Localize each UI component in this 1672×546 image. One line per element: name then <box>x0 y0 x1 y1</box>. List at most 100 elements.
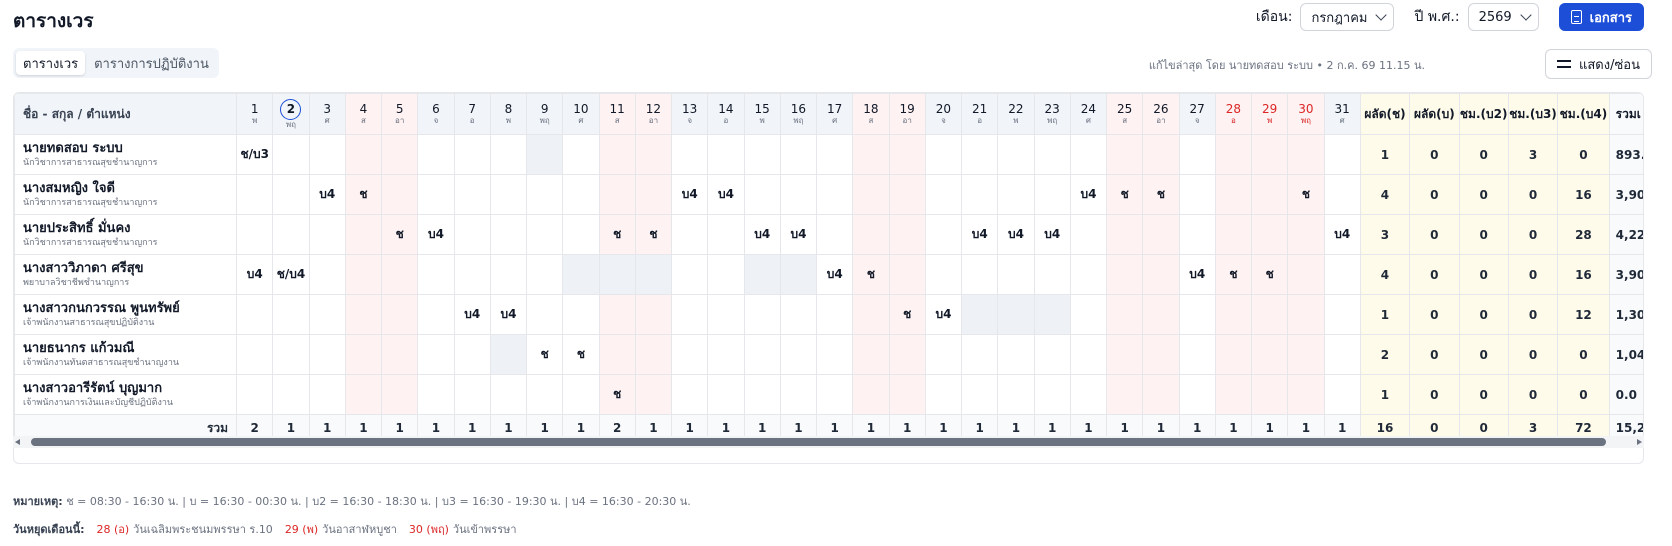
shift-cell[interactable] <box>1069 374 1108 415</box>
shift-cell[interactable] <box>743 174 781 215</box>
shift-cell[interactable] <box>417 174 455 215</box>
shift-cell[interactable] <box>489 254 528 295</box>
shift-cell[interactable] <box>417 374 455 415</box>
shift-cell[interactable] <box>381 374 419 415</box>
shift-cell[interactable]: บ4 <box>743 214 781 255</box>
shift-cell[interactable] <box>1287 334 1325 375</box>
shift-cell[interactable] <box>816 174 854 215</box>
shift-cell[interactable] <box>671 254 709 295</box>
shift-cell[interactable] <box>779 134 818 175</box>
shift-cell[interactable] <box>1214 174 1253 215</box>
shift-cell[interactable] <box>308 374 346 415</box>
shift-cell[interactable] <box>344 334 383 375</box>
shift-cell[interactable] <box>236 174 274 215</box>
shift-cell[interactable] <box>816 134 854 175</box>
shift-cell[interactable]: ช <box>562 334 600 375</box>
shift-cell[interactable] <box>417 134 455 175</box>
shift-cell[interactable] <box>1251 174 1289 215</box>
shift-cell[interactable] <box>1251 374 1289 415</box>
shift-cell[interactable] <box>344 254 383 295</box>
shift-cell[interactable] <box>1287 214 1325 255</box>
shift-cell[interactable] <box>997 334 1035 375</box>
shift-cell[interactable] <box>852 214 890 255</box>
shift-cell[interactable] <box>1033 334 1071 375</box>
shift-cell[interactable] <box>852 174 890 215</box>
shift-cell[interactable] <box>671 214 709 255</box>
shift-cell[interactable] <box>1251 134 1289 175</box>
shift-cell[interactable] <box>453 334 491 375</box>
shift-cell[interactable] <box>272 294 310 335</box>
shift-cell[interactable] <box>1287 254 1325 295</box>
shift-cell[interactable]: บ4 <box>1178 254 1216 295</box>
shift-cell[interactable] <box>344 134 383 175</box>
shift-cell[interactable] <box>707 254 745 295</box>
shift-cell[interactable] <box>1069 294 1108 335</box>
shift-cell[interactable] <box>1033 374 1071 415</box>
shift-cell[interactable] <box>888 374 926 415</box>
shift-cell[interactable] <box>598 254 636 295</box>
shift-cell[interactable] <box>1214 134 1253 175</box>
shift-cell[interactable]: บ4 <box>453 294 491 335</box>
shift-cell[interactable] <box>1214 374 1253 415</box>
shift-cell[interactable]: บ4 <box>961 214 999 255</box>
shift-cell[interactable] <box>1142 254 1180 295</box>
shift-cell[interactable] <box>598 174 636 215</box>
shift-cell[interactable] <box>1178 174 1216 215</box>
shift-cell[interactable] <box>779 174 818 215</box>
shift-cell[interactable]: ช <box>344 174 383 215</box>
shift-cell[interactable] <box>924 174 963 215</box>
shift-cell[interactable] <box>1142 334 1180 375</box>
shift-cell[interactable] <box>381 134 419 175</box>
shift-cell[interactable] <box>924 254 963 295</box>
document-button[interactable]: เอกสาร <box>1558 3 1644 31</box>
shift-cell[interactable] <box>1142 134 1180 175</box>
shift-cell[interactable] <box>453 254 491 295</box>
shift-cell[interactable] <box>308 254 346 295</box>
shift-cell[interactable] <box>1178 134 1216 175</box>
shift-cell[interactable] <box>417 254 455 295</box>
shift-cell[interactable] <box>816 294 854 335</box>
shift-cell[interactable] <box>634 334 673 375</box>
shift-cell[interactable] <box>344 214 383 255</box>
shift-cell[interactable] <box>888 214 926 255</box>
shift-cell[interactable] <box>707 294 745 335</box>
shift-cell[interactable] <box>236 334 274 375</box>
shift-cell[interactable] <box>562 294 600 335</box>
shift-cell[interactable] <box>852 374 890 415</box>
shift-cell[interactable] <box>1323 174 1361 215</box>
shift-cell[interactable]: ช <box>526 334 564 375</box>
shift-cell[interactable] <box>1142 294 1180 335</box>
shift-cell[interactable] <box>1178 294 1216 335</box>
shift-cell[interactable] <box>671 334 709 375</box>
shift-cell[interactable]: บ4 <box>308 174 346 215</box>
shift-cell[interactable] <box>671 134 709 175</box>
shift-cell[interactable] <box>272 174 310 215</box>
shift-cell[interactable] <box>1106 294 1144 335</box>
scroll-thumb[interactable] <box>31 438 1606 446</box>
shift-cell[interactable] <box>598 334 636 375</box>
shift-cell[interactable] <box>236 374 274 415</box>
shift-cell[interactable] <box>961 254 999 295</box>
shift-cell[interactable] <box>997 254 1035 295</box>
shift-cell[interactable] <box>1178 214 1216 255</box>
show-hide-button[interactable]: แสดง/ซ่อน <box>1544 49 1652 79</box>
shift-cell[interactable] <box>381 334 419 375</box>
shift-cell[interactable] <box>888 134 926 175</box>
shift-cell[interactable] <box>1069 214 1108 255</box>
shift-cell[interactable] <box>489 134 528 175</box>
shift-cell[interactable] <box>598 134 636 175</box>
tab-work-schedule[interactable]: ตารางการปฏิบัติงาน <box>94 56 209 72</box>
shift-cell[interactable] <box>707 214 745 255</box>
shift-cell[interactable]: ช <box>598 374 636 415</box>
shift-cell[interactable] <box>1214 334 1253 375</box>
shift-cell[interactable] <box>562 174 600 215</box>
shift-cell[interactable] <box>1323 254 1361 295</box>
shift-cell[interactable] <box>1214 294 1253 335</box>
shift-cell[interactable] <box>1069 254 1108 295</box>
shift-cell[interactable] <box>1142 214 1180 255</box>
shift-cell[interactable] <box>453 174 491 215</box>
shift-cell[interactable] <box>272 134 310 175</box>
shift-cell[interactable] <box>236 294 274 335</box>
shift-cell[interactable] <box>671 374 709 415</box>
shift-cell[interactable] <box>924 214 963 255</box>
